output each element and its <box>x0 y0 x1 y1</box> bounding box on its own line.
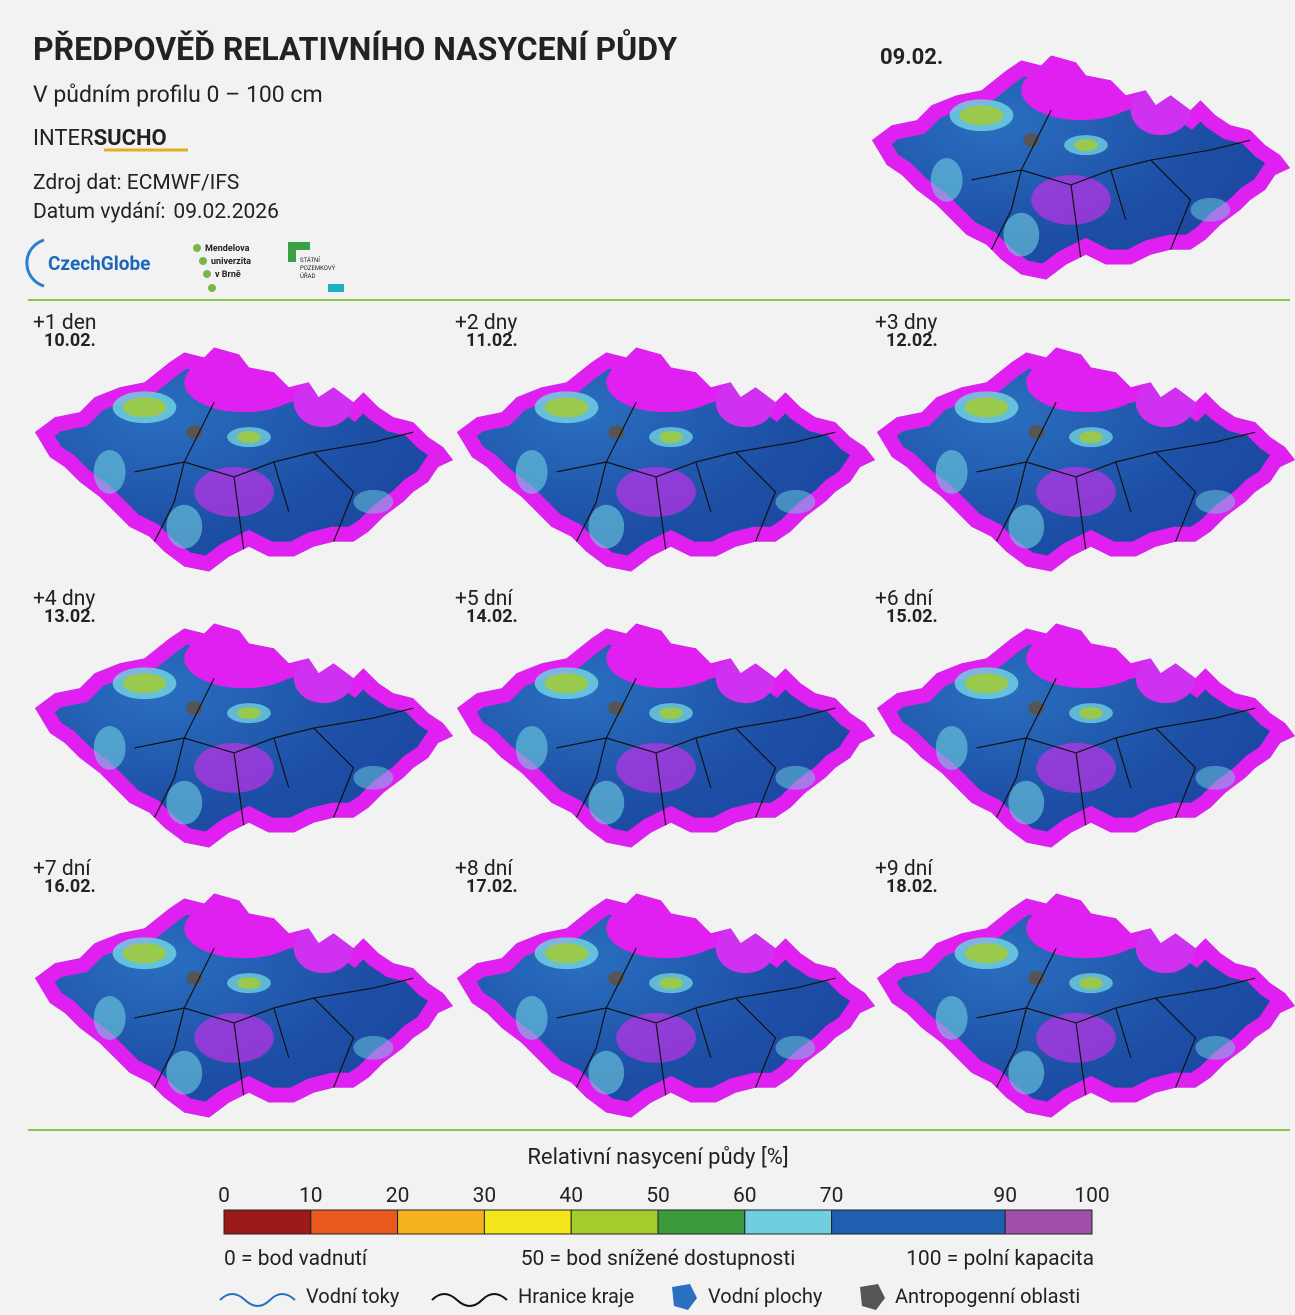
logo-text: STÁTNÍ <box>300 257 320 264</box>
legend-note: 100 = polní kapacita <box>906 1247 1094 1271</box>
dot <box>203 270 211 278</box>
symbol-label: Antropogenní oblasti <box>895 1284 1080 1308</box>
forecast-offset: +4 dny <box>33 587 95 611</box>
forecast-offset: +8 dní <box>455 857 513 881</box>
source: Zdroj dat: ECMWF/IFS <box>33 171 239 195</box>
urban-icon <box>860 1284 885 1310</box>
brand-suffix: SUCHO <box>94 126 167 151</box>
forecast-date: 14.02. <box>466 606 518 627</box>
forecast-offset: +1 den <box>33 311 97 335</box>
dot <box>193 244 201 252</box>
forecast-date: 16.02. <box>44 876 96 897</box>
logo-text: Mendelova <box>205 244 250 254</box>
forecast-date: 15.02. <box>886 606 938 627</box>
forecast-date: 10.02. <box>44 330 96 351</box>
water-icon <box>672 1284 697 1310</box>
tick-label: 10 <box>299 1184 323 1208</box>
issue-label: Datum vydání: <box>33 200 165 224</box>
brand-prefix: INTER <box>33 126 94 151</box>
color-segment <box>223 1209 312 1235</box>
tick-label: 40 <box>559 1184 583 1208</box>
current-date: 09.02. <box>880 45 943 70</box>
tick-label: 30 <box>473 1184 497 1208</box>
forecast-offset: +9 dní <box>875 857 933 881</box>
forecast-offset: +7 dní <box>33 857 91 881</box>
tick-label: 0 <box>218 1184 230 1208</box>
tick-label: 50 <box>646 1184 670 1208</box>
color-segment <box>1004 1209 1093 1235</box>
symbol-label: Hranice kraje <box>518 1284 634 1308</box>
tick-label: 20 <box>386 1184 410 1208</box>
spu-mark <box>328 284 344 292</box>
tick-label: 100 <box>1074 1184 1109 1208</box>
forecast-offset: +5 dní <box>455 587 513 611</box>
dot <box>199 257 207 265</box>
forecast-date: 11.02. <box>466 330 518 351</box>
color-segment <box>831 1209 1006 1235</box>
color-segment <box>744 1209 833 1235</box>
forecast-offset: +6 dní <box>875 587 933 611</box>
color-segment <box>483 1209 572 1235</box>
forecast-offset: +3 dny <box>875 311 937 335</box>
subtitle: V půdním profilu 0 – 100 cm <box>33 81 323 108</box>
logo-mendelu: Mendelova univerzita v Brně <box>193 244 251 292</box>
tick-label: 70 <box>820 1184 844 1208</box>
spu-mark <box>288 242 310 262</box>
forecast-offset: +2 dny <box>455 311 517 335</box>
legend: 0 10 20 30 40 50 60 70 90 100 <box>218 1184 1110 1235</box>
logo-czechglobe: CzechGlobe <box>48 252 150 275</box>
forecast-date: 12.02. <box>886 330 938 351</box>
issue-date: 09.02.2026 <box>173 200 279 224</box>
brand: INTERSUCHO <box>33 126 167 151</box>
czechglobe-arc <box>25 238 45 288</box>
legend-note: 0 = bod vadnutí <box>224 1247 368 1271</box>
symbol-legend: Vodní toky Hranice kraje Vodní plochy An… <box>219 1284 1080 1310</box>
tick-label: 60 <box>733 1184 757 1208</box>
logo-text: v Brně <box>215 270 241 280</box>
symbol-label: Vodní plochy <box>708 1284 823 1308</box>
issue: Datum vydání: 09.02.2026 <box>33 200 279 224</box>
legend-title: Relativní nasycení půdy [%] <box>527 1145 788 1170</box>
color-segment <box>570 1209 659 1235</box>
color-segment <box>657 1209 746 1235</box>
color-segment <box>397 1209 485 1235</box>
logo-text: univerzita <box>211 257 251 267</box>
river-icon <box>219 1293 296 1307</box>
forecast-date: 18.02. <box>886 876 938 897</box>
forecast-date: 13.02. <box>44 606 96 627</box>
symbol-label: Vodní toky <box>306 1284 400 1308</box>
title: PŘEDPOVĚĎ RELATIVNÍHO NASYCENÍ PŮDY <box>33 29 677 68</box>
color-segment <box>310 1209 399 1235</box>
logo-spu: STÁTNÍ POZEMKOVÝ ÚŘAD <box>288 242 344 292</box>
logo-text: ÚŘAD <box>300 272 316 280</box>
dot <box>208 284 216 292</box>
logo-text: POZEMKOVÝ <box>300 265 336 272</box>
border-icon <box>431 1293 508 1307</box>
tick-label: 90 <box>993 1184 1017 1208</box>
forecast-date: 17.02. <box>466 876 518 897</box>
legend-note: 50 = bod snížené dostupnosti <box>521 1247 796 1271</box>
